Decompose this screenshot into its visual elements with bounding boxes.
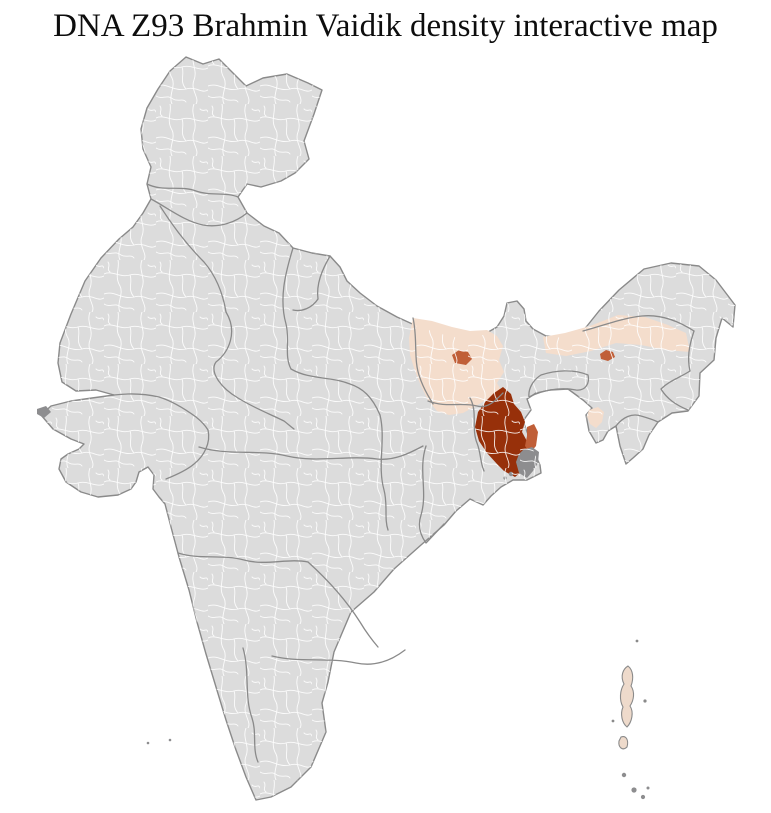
state-border-uttarakhand xyxy=(292,255,331,312)
andaman-islet[interactable] xyxy=(611,719,615,723)
island-chains xyxy=(146,639,650,800)
nicobar-islands[interactable] xyxy=(621,772,627,778)
lakshadweep-islands[interactable] xyxy=(168,738,172,742)
nicobar-islands[interactable] xyxy=(631,787,637,793)
state-border-karnataka-ap xyxy=(307,561,379,648)
state-border-up-west xyxy=(282,247,294,370)
state-border-mizoram-west xyxy=(615,414,659,427)
state-border-bihar-jharkhand xyxy=(427,392,504,408)
nicobar-islands[interactable] xyxy=(640,794,646,800)
state-border-gujarat-east xyxy=(165,429,210,480)
state-border-punjab-haryana xyxy=(159,205,227,313)
state-border-hp-south xyxy=(150,198,248,227)
page-title: DNA Z93 Brahmin Vaidik density interacti… xyxy=(53,8,718,44)
state-border-chhattisgarh-odisha xyxy=(418,445,445,544)
lakshadweep-islands[interactable] xyxy=(146,741,150,745)
state-border-meghalaya xyxy=(528,370,590,398)
state-border-mp-south xyxy=(198,445,424,460)
andaman-islands[interactable] xyxy=(619,665,635,728)
andaman-islet[interactable] xyxy=(643,699,647,703)
state-border-rajasthan-east xyxy=(213,311,295,430)
state-border-mp-chhattisgarh xyxy=(379,414,389,531)
state-border-gujarat-north xyxy=(113,393,209,431)
district-mesh-overlay xyxy=(41,57,735,800)
state-border-tamilnadu-north xyxy=(271,649,406,665)
state-border-jharkhand-wb xyxy=(469,397,485,472)
state-border-assam-arunachal xyxy=(582,315,695,332)
andaman-islands-south[interactable] xyxy=(618,736,629,750)
state-border-up-bihar xyxy=(412,317,434,405)
state-borders xyxy=(113,183,695,763)
state-border-manipur xyxy=(660,370,691,411)
state-border-jk-south xyxy=(146,183,239,198)
state-border-nagaland-west xyxy=(687,330,695,372)
state-border-up-south xyxy=(290,368,381,416)
state-border-maharashtra-south xyxy=(177,552,309,563)
andaman-islet[interactable] xyxy=(635,639,639,643)
nicobar-islands[interactable] xyxy=(646,786,650,790)
state-border-kerala-tn xyxy=(242,647,259,763)
